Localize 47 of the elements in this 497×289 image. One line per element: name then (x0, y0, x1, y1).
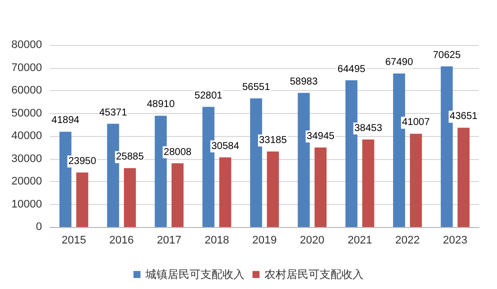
data-label: 38453 (354, 123, 383, 134)
x-tick-label: 2023 (442, 234, 468, 246)
data-label: 56551 (242, 82, 270, 93)
data-label: 43651 (450, 111, 478, 122)
y-tick-label: 70000 (11, 62, 42, 74)
data-label: 25885 (116, 152, 144, 163)
data-label: 23950 (68, 156, 97, 168)
data-label: 67490 (385, 56, 414, 68)
data-label: 34945 (306, 131, 335, 142)
bar (314, 148, 327, 227)
y-tick-label: 80000 (11, 39, 42, 51)
data-label: 48910 (146, 99, 176, 110)
bar (172, 163, 184, 227)
x-tick-label: 2017 (156, 234, 182, 246)
bar (266, 152, 279, 227)
y-tick-label: 40000 (11, 130, 42, 142)
y-tick-label: 30000 (11, 152, 42, 165)
x-tick-label: 2018 (204, 234, 230, 246)
bar (410, 134, 422, 227)
data-label: 45371 (99, 107, 128, 118)
y-tick-label: 0 (36, 221, 42, 233)
x-tick-label: 2021 (348, 234, 372, 246)
data-label: 30584 (211, 140, 240, 152)
x-tick-label: 2015 (62, 234, 86, 246)
data-label: 64495 (338, 64, 366, 75)
data-label: 52801 (194, 90, 223, 102)
bar (76, 172, 88, 227)
y-tick-label: 20000 (11, 176, 42, 188)
data-label: 28008 (164, 146, 192, 158)
y-tick-label: 50000 (11, 107, 42, 120)
legend-label: 农村居民可支配收入 (264, 268, 364, 281)
bar (362, 140, 374, 227)
data-label: 41007 (402, 117, 430, 128)
data-label: 58983 (290, 76, 318, 88)
data-label: 70625 (432, 50, 462, 61)
y-tick-label: 10000 (11, 198, 42, 210)
bar (219, 157, 232, 227)
y-tick-label: 60000 (11, 84, 42, 96)
legend-label: 城镇居民可支配收入 (144, 268, 244, 281)
bar (124, 168, 136, 227)
x-tick-label: 2016 (109, 234, 134, 246)
x-tick-label: 2019 (252, 234, 277, 246)
x-tick-label: 2020 (300, 234, 324, 246)
data-label: 41894 (52, 115, 80, 126)
bar (458, 128, 470, 227)
x-tick-label: 2022 (395, 234, 420, 246)
data-label: 33185 (258, 135, 288, 146)
